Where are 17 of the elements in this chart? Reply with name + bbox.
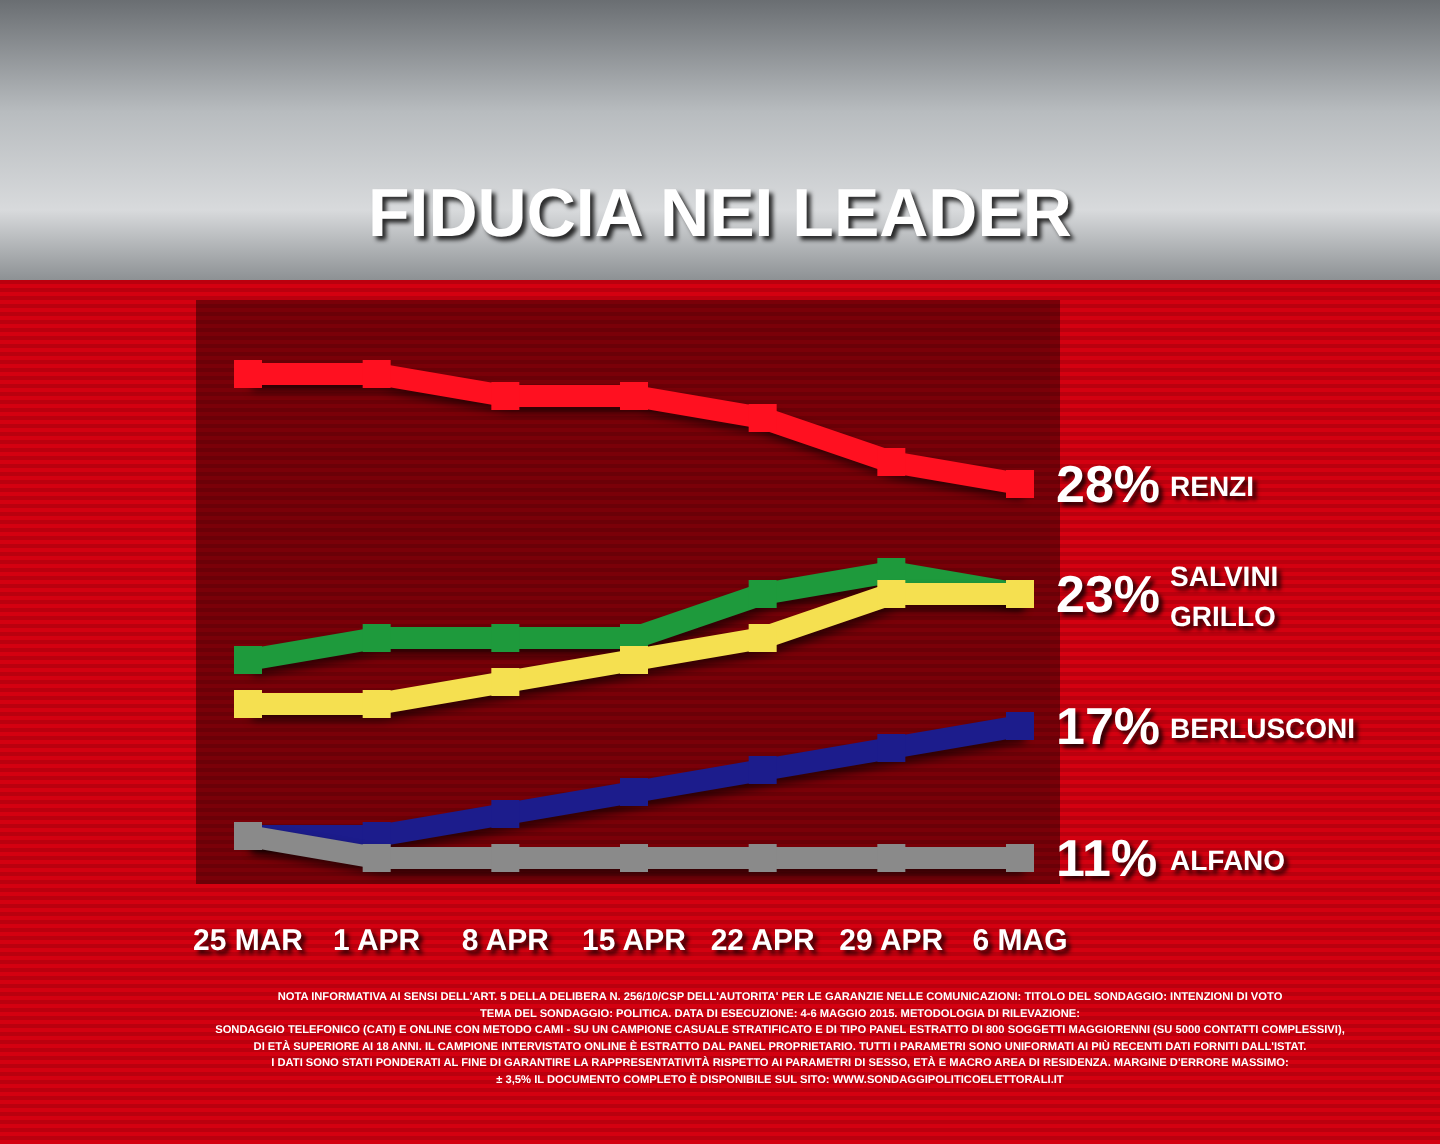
text: RENZI — [1170, 470, 1254, 502]
x-tick-label: 22 APR — [710, 924, 815, 958]
data-label: 23% — [1056, 564, 1161, 624]
data-label: 28% — [1056, 454, 1161, 514]
x-tick-label: 8 APR — [461, 924, 550, 958]
text: BERLUSCONI — [1170, 712, 1356, 744]
x-tick-label: 6 MAG — [972, 924, 1068, 958]
x-tick-label: 1 APR — [333, 924, 421, 958]
data-label: 17% — [1056, 696, 1161, 756]
text: SALVINI — [1170, 560, 1279, 592]
x-tick-label: 29 APR — [839, 924, 944, 958]
x-tick-label: 25 MAR — [192, 924, 304, 958]
chart-title: FIDUCIA NEI LEADER — [368, 176, 1072, 252]
text: ALFANO — [1170, 844, 1286, 876]
text: GRILLO — [1170, 600, 1276, 632]
data-label: 11% — [1056, 828, 1158, 888]
x-tick-label: 15 APR — [582, 924, 687, 958]
